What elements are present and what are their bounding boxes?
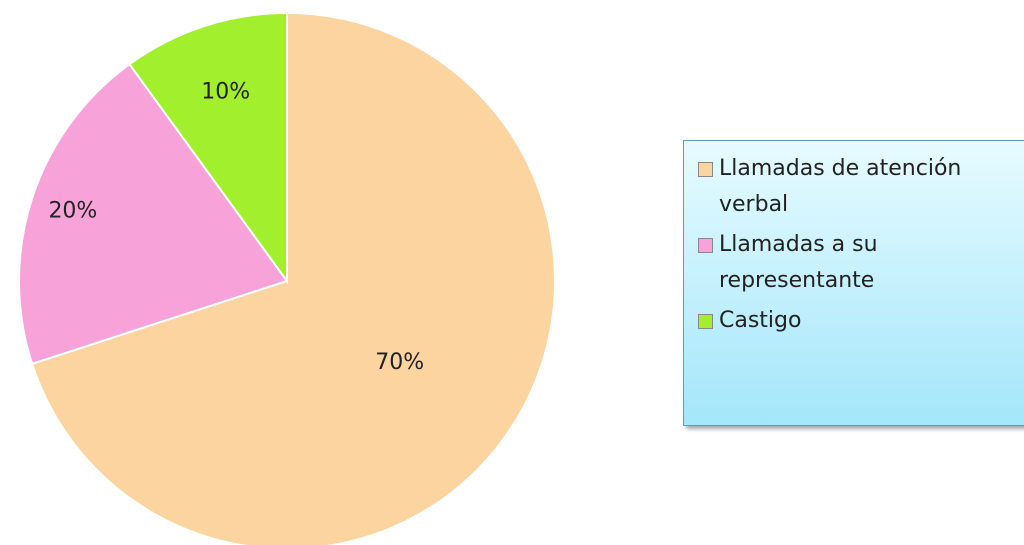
legend-swatch <box>698 162 713 177</box>
legend-item: Castigo <box>698 303 1018 339</box>
pie-slice <box>18 62 289 366</box>
chart: 70% 20% 10% <box>18 11 556 545</box>
pie-slice <box>128 11 288 285</box>
data-label: 10% <box>201 79 250 104</box>
legend: Llamadas de atención verbal Llamadas a su… <box>683 140 1024 426</box>
data-label: 70% <box>375 350 424 375</box>
legend-swatch <box>698 238 713 253</box>
pie-slice <box>30 11 556 545</box>
legend-item: Llamadas a su representante <box>698 227 1018 299</box>
data-label: 20% <box>48 198 97 223</box>
legend-label: Llamadas de atención verbal <box>719 156 962 217</box>
legend-label: Llamadas a su representante <box>719 232 878 293</box>
legend-swatch <box>698 314 713 329</box>
legend-item: Llamadas de atención verbal <box>698 151 1018 223</box>
legend-label: Castigo <box>719 308 802 333</box>
